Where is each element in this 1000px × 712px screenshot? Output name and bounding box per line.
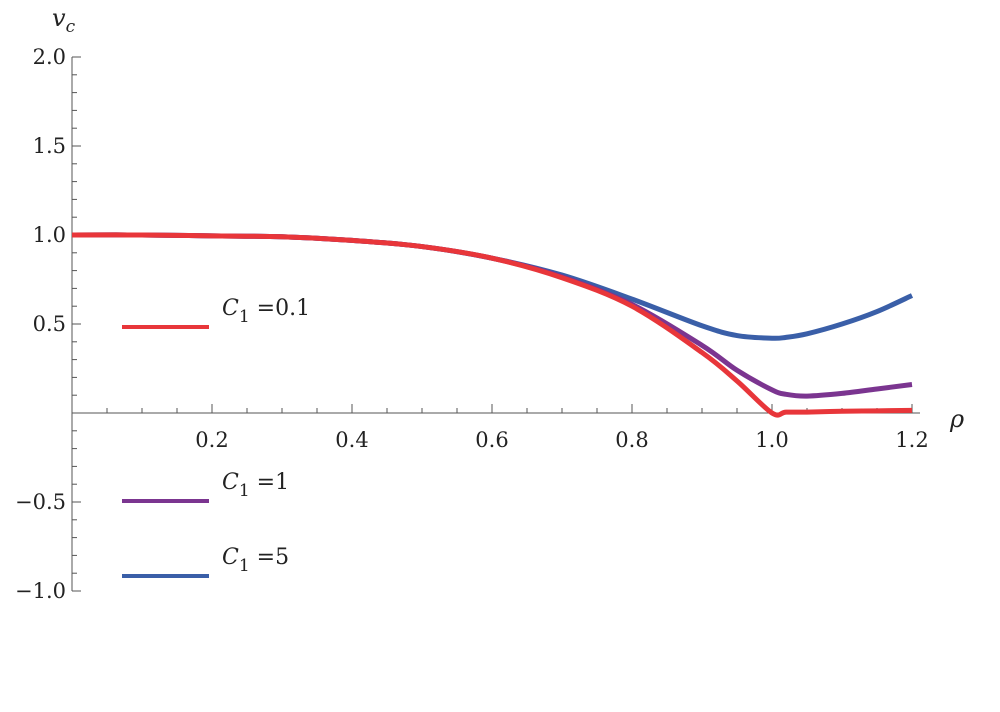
legend-label-2: C1 =1 xyxy=(222,470,289,501)
legend-label-3: C1 =5 xyxy=(222,545,289,576)
x-tick-label: 0.6 xyxy=(475,428,508,452)
y-tick-label: 1.5 xyxy=(33,134,66,158)
y-axis-label: vc xyxy=(52,4,76,37)
y-tick-label: 2.0 xyxy=(33,45,66,69)
series-line-3 xyxy=(71,232,914,341)
x-axis-label: ρ xyxy=(949,405,964,433)
series-line-1 xyxy=(71,232,913,418)
x-tick-label: 1.0 xyxy=(755,428,788,452)
legend: C1 =0.1 C1 =1 C1 =5 xyxy=(122,296,310,578)
y-tick-label: −1.0 xyxy=(15,579,66,603)
series-layer xyxy=(71,232,914,418)
axes: −1.0 −0.5 0.5 1.0 1.5 2.0 0.2 0.4 0.6 0.8 1.0 1.2 ρ v… xyxy=(15,4,964,603)
x-tick-label: 0.4 xyxy=(335,428,368,452)
x-tick-label: 1.2 xyxy=(895,428,928,452)
y-tick-label: −0.5 xyxy=(15,490,66,514)
y-tick-label: 0.5 xyxy=(33,312,66,336)
y-tick-label: 1.0 xyxy=(33,223,66,247)
x-tick-label: 0.8 xyxy=(615,428,648,452)
x-tick-label: 0.2 xyxy=(195,428,228,452)
legend-label-1: C1 =0.1 xyxy=(222,296,310,327)
